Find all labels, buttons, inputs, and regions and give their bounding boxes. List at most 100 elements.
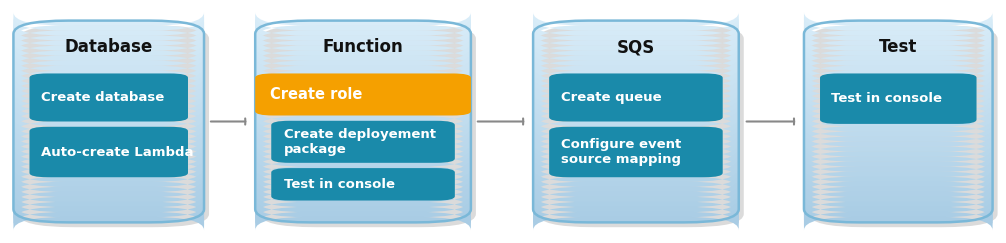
FancyBboxPatch shape [256,17,471,38]
FancyBboxPatch shape [804,58,993,79]
FancyBboxPatch shape [804,23,993,43]
Text: Create role: Create role [271,87,363,102]
FancyBboxPatch shape [804,33,993,53]
FancyBboxPatch shape [804,174,993,195]
FancyBboxPatch shape [549,73,722,122]
FancyBboxPatch shape [13,88,204,109]
FancyBboxPatch shape [13,204,204,225]
FancyBboxPatch shape [804,144,993,165]
FancyBboxPatch shape [804,179,993,200]
FancyBboxPatch shape [538,26,743,227]
FancyBboxPatch shape [804,17,993,38]
FancyBboxPatch shape [804,149,993,170]
FancyBboxPatch shape [13,184,204,205]
FancyBboxPatch shape [533,169,738,190]
FancyBboxPatch shape [533,144,738,165]
Text: Configure event
source mapping: Configure event source mapping [561,138,681,166]
FancyBboxPatch shape [256,63,471,84]
FancyBboxPatch shape [533,78,738,99]
FancyBboxPatch shape [256,53,471,74]
Text: Auto-create Lambda: Auto-create Lambda [40,146,193,158]
FancyBboxPatch shape [13,194,204,215]
FancyBboxPatch shape [533,17,738,38]
FancyBboxPatch shape [256,154,471,174]
FancyBboxPatch shape [533,58,738,79]
FancyBboxPatch shape [533,209,738,230]
FancyBboxPatch shape [13,98,204,119]
FancyBboxPatch shape [256,33,471,53]
FancyBboxPatch shape [13,38,204,59]
FancyBboxPatch shape [256,209,471,230]
Text: Create database: Create database [40,91,164,104]
FancyBboxPatch shape [256,98,471,119]
Text: SQS: SQS [617,38,655,56]
FancyBboxPatch shape [533,139,738,159]
FancyBboxPatch shape [804,93,993,114]
FancyBboxPatch shape [804,108,993,129]
FancyBboxPatch shape [256,144,471,165]
FancyBboxPatch shape [804,88,993,109]
FancyBboxPatch shape [256,38,471,59]
FancyBboxPatch shape [533,123,738,144]
FancyBboxPatch shape [804,113,993,134]
FancyBboxPatch shape [804,184,993,205]
FancyBboxPatch shape [256,73,471,115]
FancyBboxPatch shape [256,88,471,109]
FancyBboxPatch shape [256,184,471,205]
FancyBboxPatch shape [29,73,188,122]
FancyBboxPatch shape [13,73,204,94]
FancyBboxPatch shape [804,27,993,48]
FancyBboxPatch shape [13,179,204,200]
FancyBboxPatch shape [13,129,204,149]
FancyBboxPatch shape [804,83,993,104]
FancyBboxPatch shape [804,48,993,69]
FancyBboxPatch shape [272,168,455,200]
FancyBboxPatch shape [256,83,471,104]
Text: Test: Test [879,38,917,56]
FancyBboxPatch shape [13,123,204,144]
FancyBboxPatch shape [13,108,204,129]
FancyBboxPatch shape [13,63,204,84]
FancyBboxPatch shape [804,63,993,84]
FancyBboxPatch shape [533,199,738,220]
FancyBboxPatch shape [13,139,204,159]
FancyBboxPatch shape [13,199,204,220]
FancyBboxPatch shape [533,184,738,205]
FancyBboxPatch shape [256,164,471,185]
FancyBboxPatch shape [13,53,204,74]
FancyBboxPatch shape [13,68,204,89]
FancyBboxPatch shape [533,129,738,149]
FancyBboxPatch shape [13,144,204,165]
FancyBboxPatch shape [804,189,993,210]
FancyBboxPatch shape [256,118,471,139]
FancyBboxPatch shape [533,154,738,174]
FancyBboxPatch shape [820,73,977,124]
FancyBboxPatch shape [256,194,471,215]
FancyBboxPatch shape [533,27,738,48]
FancyBboxPatch shape [533,149,738,170]
FancyBboxPatch shape [256,12,471,33]
Text: Database: Database [64,38,153,56]
FancyBboxPatch shape [13,103,204,124]
FancyBboxPatch shape [13,169,204,190]
FancyBboxPatch shape [533,113,738,134]
FancyBboxPatch shape [804,129,993,149]
FancyBboxPatch shape [256,179,471,200]
FancyBboxPatch shape [804,154,993,174]
FancyBboxPatch shape [533,174,738,195]
FancyBboxPatch shape [533,164,738,185]
FancyBboxPatch shape [272,121,455,163]
FancyBboxPatch shape [256,78,471,99]
FancyBboxPatch shape [804,73,993,94]
FancyBboxPatch shape [256,68,471,89]
FancyBboxPatch shape [804,159,993,180]
FancyBboxPatch shape [13,154,204,174]
FancyBboxPatch shape [533,83,738,104]
Text: Test in console: Test in console [284,178,395,191]
FancyBboxPatch shape [256,113,471,134]
FancyBboxPatch shape [13,93,204,114]
FancyBboxPatch shape [533,189,738,210]
FancyBboxPatch shape [256,159,471,180]
Text: Test in console: Test in console [831,92,942,105]
FancyBboxPatch shape [533,159,738,180]
